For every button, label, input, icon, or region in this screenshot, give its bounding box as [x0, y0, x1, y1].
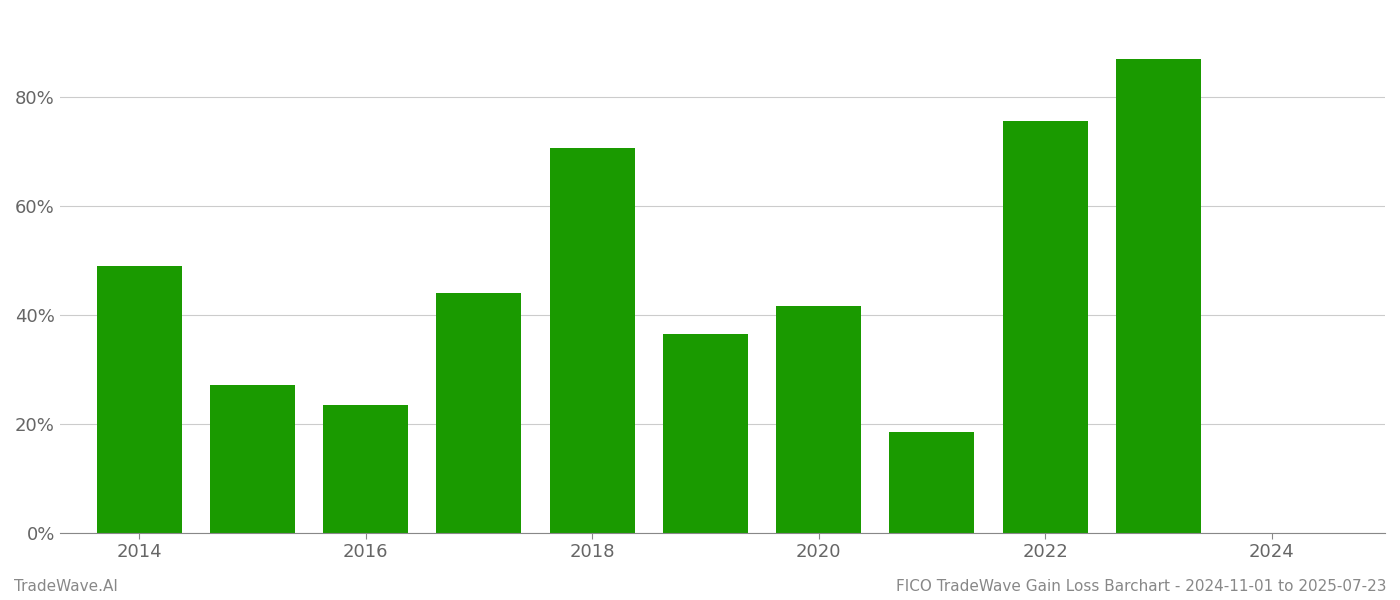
Bar	[889, 432, 974, 533]
Bar	[210, 385, 295, 533]
Bar	[1116, 59, 1201, 533]
Bar	[776, 307, 861, 533]
Bar	[664, 334, 748, 533]
Bar	[323, 404, 407, 533]
Text: TradeWave.AI: TradeWave.AI	[14, 579, 118, 594]
Bar	[437, 293, 521, 533]
Bar	[97, 266, 182, 533]
Bar	[1002, 121, 1088, 533]
Bar	[550, 148, 634, 533]
Text: FICO TradeWave Gain Loss Barchart - 2024-11-01 to 2025-07-23: FICO TradeWave Gain Loss Barchart - 2024…	[896, 579, 1386, 594]
